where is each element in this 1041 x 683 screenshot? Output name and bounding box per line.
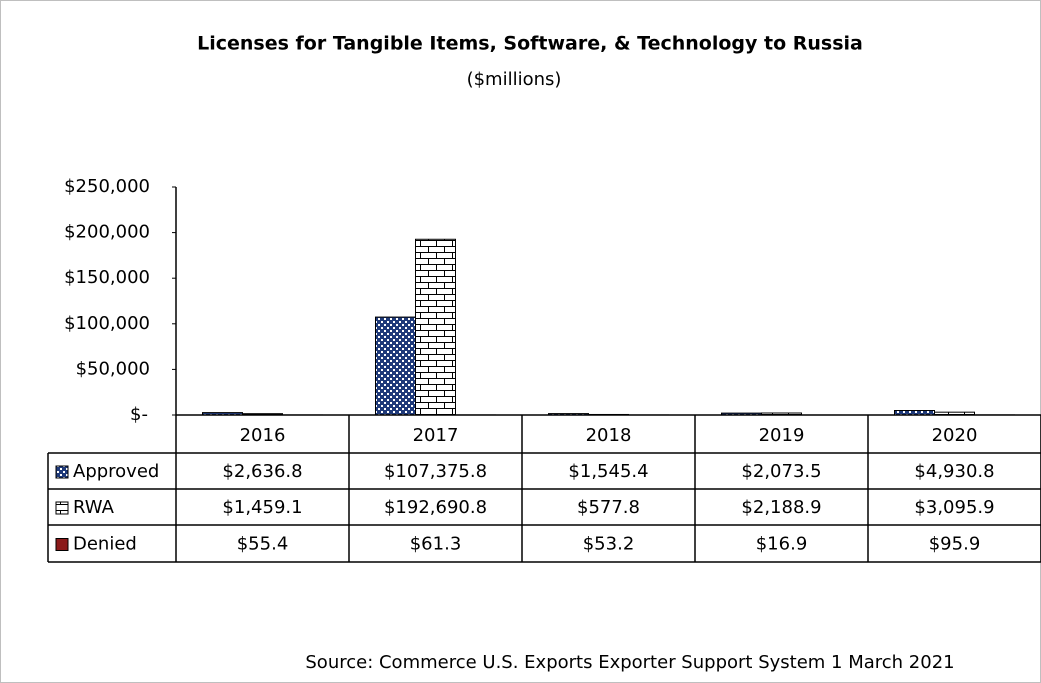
legend-key	[55, 538, 69, 551]
y-tick-label: $150,000	[64, 267, 150, 288]
bar	[375, 316, 416, 416]
table-value: $2,188.9	[741, 497, 821, 518]
legend-key	[55, 465, 69, 479]
y-tick-label: $250,000	[64, 176, 150, 197]
table-value: $577.8	[577, 497, 640, 518]
table-value: $61.3	[410, 534, 462, 555]
table-value: $1,545.4	[568, 461, 648, 482]
legend-label: RWA	[73, 497, 115, 518]
x-tick-label: 2019	[759, 425, 805, 446]
source-note: Source: Commerce U.S. Exports Exporter S…	[305, 652, 954, 673]
y-tick-label: $-	[130, 404, 148, 425]
table-value: $192,690.8	[384, 497, 487, 518]
legend-key	[55, 501, 69, 515]
table-value: $4,930.8	[914, 461, 994, 482]
table-value: $55.4	[237, 534, 289, 555]
table-value: $16.9	[756, 534, 808, 555]
y-tick-label: $200,000	[64, 222, 150, 243]
legend-label: Approved	[73, 461, 159, 482]
table-value: $53.2	[583, 534, 635, 555]
bar	[415, 238, 456, 416]
chart-subtitle: ($millions)	[467, 69, 562, 90]
x-tick-label: 2020	[932, 425, 978, 446]
table-value: $95.9	[929, 534, 981, 555]
x-tick-label: 2016	[240, 425, 286, 446]
table-value: $2,073.5	[741, 461, 821, 482]
table-value: $3,095.9	[914, 497, 994, 518]
table-value: $107,375.8	[384, 461, 487, 482]
table-value: $2,636.8	[222, 461, 302, 482]
x-tick-label: 2017	[413, 425, 459, 446]
y-tick-label: $100,000	[64, 313, 150, 334]
legend-label: Denied	[73, 534, 137, 555]
chart-title: Licenses for Tangible Items, Software, &…	[197, 33, 863, 55]
table-value: $1,459.1	[222, 497, 302, 518]
y-tick-label: $50,000	[76, 358, 150, 379]
x-tick-label: 2018	[586, 425, 632, 446]
